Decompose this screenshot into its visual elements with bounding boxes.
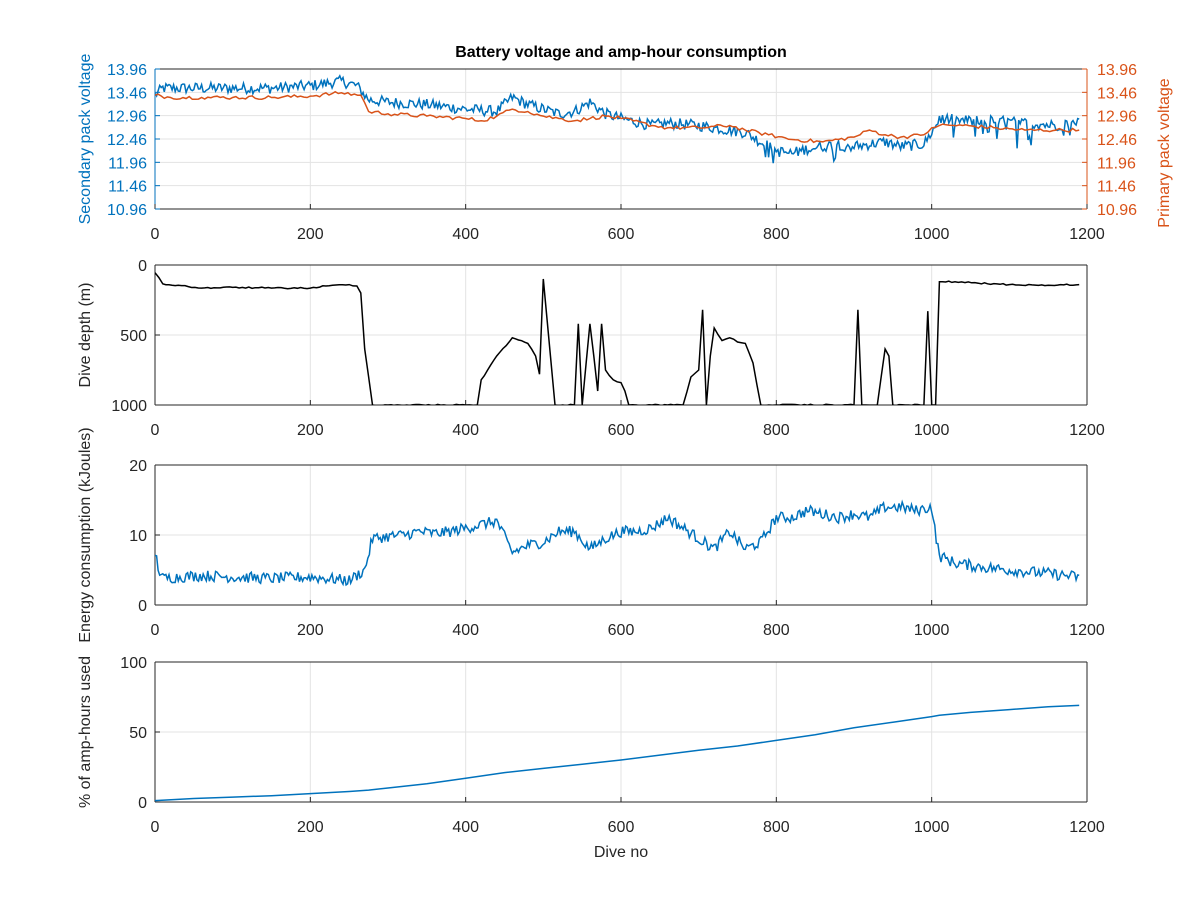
series-line-1 xyxy=(155,90,1080,144)
y-tick-label: 1000 xyxy=(111,398,147,415)
y-axis-label: Dive depth (m) xyxy=(77,283,94,388)
y-tick-label: 11.46 xyxy=(108,179,147,196)
x-tick-label: 1200 xyxy=(1069,622,1105,639)
y-tick-label: 13.46 xyxy=(107,85,147,102)
y-tick-label: 20 xyxy=(129,458,147,475)
series-line-0 xyxy=(155,704,1080,802)
x-tick-label: 1000 xyxy=(914,226,950,243)
y-right-tick-label: 13.96 xyxy=(1097,62,1137,79)
x-tick-label: 800 xyxy=(763,226,790,243)
y-tick-label: 11.96 xyxy=(108,155,147,172)
series-line-0 xyxy=(155,272,1080,405)
chart-title: Battery voltage and amp-hour consumption xyxy=(455,44,787,61)
y-tick-label: 10.96 xyxy=(107,202,147,219)
y-right-tick-label: 13.46 xyxy=(1097,85,1137,102)
y-tick-label: 12.46 xyxy=(107,132,147,149)
x-tick-label: 600 xyxy=(608,422,635,439)
y-tick-label: 50 xyxy=(129,725,147,742)
x-tick-label: 800 xyxy=(763,819,790,836)
x-tick-label: 0 xyxy=(151,422,160,439)
x-tick-label: 200 xyxy=(297,226,324,243)
x-tick-label: 1000 xyxy=(914,622,950,639)
y-tick-label: 100 xyxy=(120,655,147,672)
x-tick-label: 1000 xyxy=(914,422,950,439)
x-tick-label: 1200 xyxy=(1069,819,1105,836)
series-line-0 xyxy=(155,499,1080,587)
x-tick-label: 600 xyxy=(608,819,635,836)
y-right-tick-label: 11.46 xyxy=(1097,179,1136,196)
x-tick-label: 600 xyxy=(608,622,635,639)
x-axis-label: Dive no xyxy=(594,844,648,861)
y-axis-label-right: Primary pack voltage xyxy=(1156,78,1173,227)
y-tick-label: 0 xyxy=(138,258,147,275)
series-line-0 xyxy=(155,74,1080,164)
y-tick-label: 0 xyxy=(138,598,147,615)
x-tick-label: 800 xyxy=(763,622,790,639)
y-axis-label: Energy consumption (kJoules) xyxy=(77,427,94,642)
y-right-tick-label: 12.96 xyxy=(1097,109,1137,126)
y-tick-label: 500 xyxy=(120,328,147,345)
x-tick-label: 200 xyxy=(297,622,324,639)
x-tick-label: 600 xyxy=(608,226,635,243)
y-tick-label: 10 xyxy=(129,528,147,545)
x-tick-label: 1200 xyxy=(1069,226,1105,243)
y-right-tick-label: 11.96 xyxy=(1097,155,1136,172)
y-tick-label: 13.96 xyxy=(107,62,147,79)
y-tick-label: 12.96 xyxy=(107,109,147,126)
x-tick-label: 1000 xyxy=(914,819,950,836)
x-tick-label: 800 xyxy=(763,422,790,439)
x-tick-label: 400 xyxy=(452,226,479,243)
x-tick-label: 400 xyxy=(452,422,479,439)
x-tick-label: 0 xyxy=(151,622,160,639)
x-tick-label: 400 xyxy=(452,819,479,836)
x-tick-label: 1200 xyxy=(1069,422,1105,439)
y-right-tick-label: 10.96 xyxy=(1097,202,1137,219)
x-tick-label: 200 xyxy=(297,819,324,836)
x-tick-label: 0 xyxy=(151,226,160,243)
x-tick-label: 0 xyxy=(151,819,160,836)
x-tick-label: 400 xyxy=(452,622,479,639)
y-axis-label: % of amp-hours used xyxy=(77,656,94,808)
y-tick-label: 0 xyxy=(138,795,147,812)
y-axis-label: Secondary pack voltage xyxy=(77,54,94,225)
y-right-tick-label: 12.46 xyxy=(1097,132,1137,149)
x-tick-label: 200 xyxy=(297,422,324,439)
